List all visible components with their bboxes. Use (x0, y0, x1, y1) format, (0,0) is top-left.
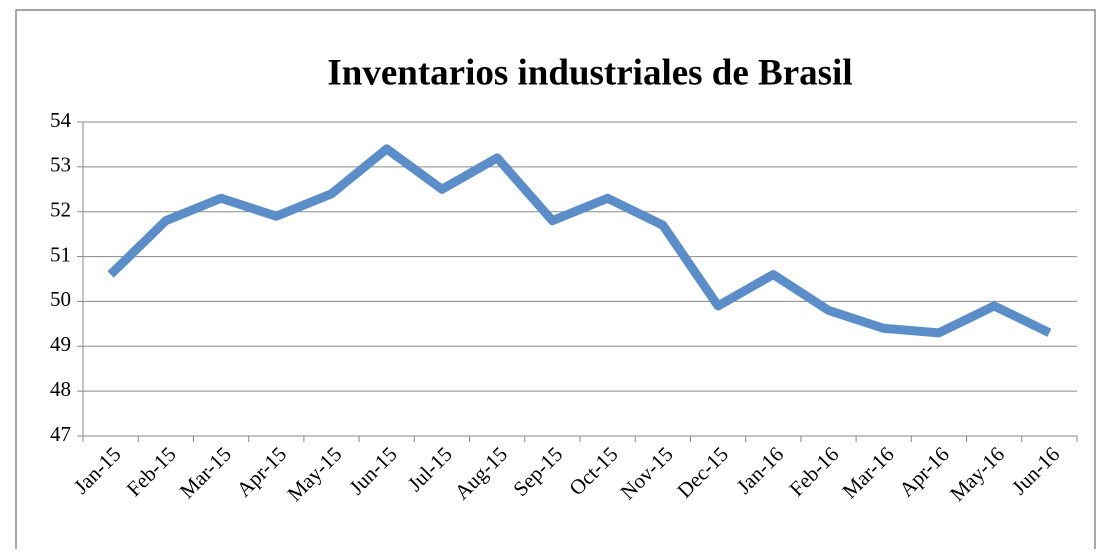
x-tick-label: May-15 (282, 442, 346, 506)
y-tick-label: 49 (50, 332, 71, 356)
x-tick-label: Feb-15 (122, 442, 181, 501)
x-tick-label: Apr-16 (894, 442, 954, 502)
y-tick-label: 51 (50, 242, 71, 266)
x-tick-label: Mar-15 (175, 442, 236, 503)
x-tick-label: Jun-15 (344, 442, 401, 499)
x-tick-label: Oct-15 (564, 442, 622, 500)
y-tick-label: 53 (50, 153, 71, 177)
y-tick-label: 47 (50, 422, 71, 446)
x-tick-label: Jul-15 (403, 442, 457, 496)
x-tick-label: Aug-15 (450, 442, 512, 504)
y-tick-label: 50 (50, 287, 71, 311)
x-tick-label: Nov-15 (615, 442, 677, 504)
x-tick-label: Jun-16 (1007, 442, 1064, 499)
x-tick-label: Mar-16 (837, 442, 898, 503)
y-tick-label: 54 (50, 108, 72, 132)
data-line (107, 144, 1052, 338)
x-tick-label: Jan-16 (732, 442, 789, 499)
chart-frame (15, 9, 1096, 554)
x-tick-label: Sep-15 (508, 442, 567, 501)
x-tick-label: Feb-16 (784, 442, 843, 501)
x-tick-label: May-16 (945, 442, 1009, 506)
chart-title: Inventarios industriales de Brasil (327, 52, 852, 93)
x-tick-label: Dec-15 (672, 442, 733, 503)
x-tick-label: Jan-15 (69, 442, 126, 499)
x-tick-label: Apr-15 (232, 442, 292, 502)
y-tick-label: 52 (50, 198, 71, 222)
y-tick-label: 48 (50, 377, 71, 401)
